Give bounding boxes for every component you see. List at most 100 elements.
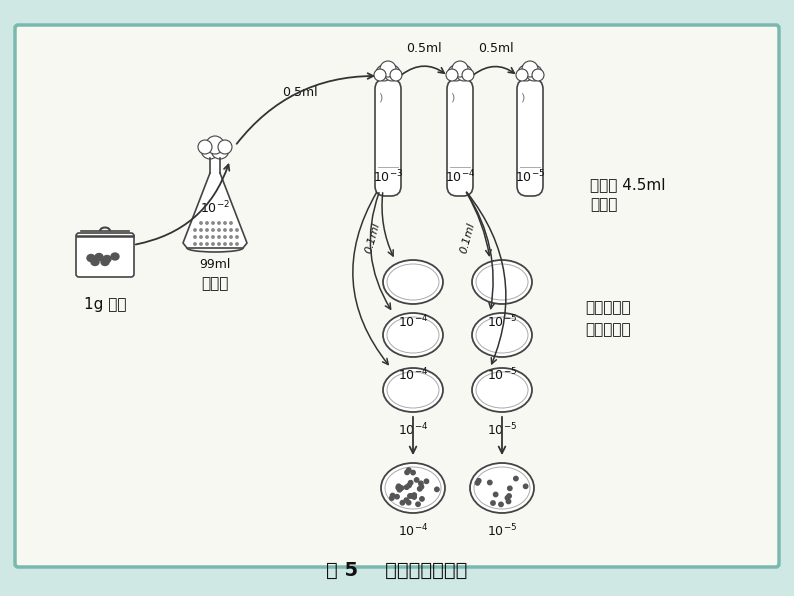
Circle shape (194, 229, 196, 231)
Circle shape (424, 479, 429, 483)
Text: $10^{-5}$: $10^{-5}$ (487, 422, 517, 439)
Circle shape (229, 236, 232, 238)
Text: 0.5ml: 0.5ml (478, 42, 514, 54)
Text: 99ml: 99ml (199, 258, 231, 271)
Ellipse shape (476, 264, 528, 300)
Circle shape (224, 222, 226, 224)
Circle shape (198, 140, 212, 154)
FancyArrowPatch shape (353, 193, 388, 365)
FancyArrowPatch shape (466, 193, 491, 256)
Circle shape (414, 478, 418, 482)
Circle shape (446, 69, 458, 81)
Text: 三个培养皿: 三个培养皿 (585, 322, 630, 337)
Text: 无菌水: 无菌水 (590, 197, 618, 213)
Circle shape (384, 65, 400, 81)
Ellipse shape (101, 259, 109, 265)
Circle shape (407, 468, 411, 472)
Circle shape (376, 65, 392, 81)
Text: $10^{-4}$: $10^{-4}$ (398, 314, 428, 331)
Text: $10^{-4}$: $10^{-4}$ (398, 367, 428, 384)
Text: $10^{-4}$: $10^{-4}$ (398, 523, 428, 539)
Circle shape (409, 493, 413, 498)
Circle shape (448, 65, 464, 81)
Text: 图 5    实验过程示意图: 图 5 实验过程示意图 (326, 560, 468, 579)
Text: 0.5ml: 0.5ml (407, 42, 441, 54)
Circle shape (499, 502, 503, 507)
Ellipse shape (385, 467, 441, 509)
Circle shape (206, 222, 208, 224)
Circle shape (390, 496, 394, 500)
Ellipse shape (474, 467, 530, 509)
Ellipse shape (472, 313, 532, 357)
Ellipse shape (472, 260, 532, 304)
Circle shape (404, 485, 409, 489)
Circle shape (200, 243, 202, 245)
FancyArrowPatch shape (136, 164, 229, 244)
Text: ): ) (520, 93, 524, 103)
Circle shape (407, 483, 411, 488)
Circle shape (229, 229, 232, 231)
Circle shape (374, 69, 386, 81)
Circle shape (396, 484, 401, 489)
Circle shape (206, 236, 208, 238)
Text: $10^{-5}$: $10^{-5}$ (487, 314, 517, 331)
Ellipse shape (383, 313, 443, 357)
Circle shape (456, 65, 472, 81)
Circle shape (405, 470, 409, 474)
Text: $10^{-2}$: $10^{-2}$ (200, 200, 230, 216)
Circle shape (236, 229, 238, 231)
Circle shape (516, 69, 528, 81)
FancyArrowPatch shape (370, 193, 391, 309)
Circle shape (201, 141, 219, 159)
Ellipse shape (470, 463, 534, 513)
Circle shape (200, 236, 202, 238)
Circle shape (416, 502, 420, 507)
Circle shape (507, 486, 512, 491)
FancyArrowPatch shape (237, 73, 373, 144)
Circle shape (200, 222, 202, 224)
Circle shape (491, 501, 495, 505)
Circle shape (206, 136, 224, 154)
Circle shape (218, 140, 232, 154)
FancyBboxPatch shape (375, 79, 401, 196)
Circle shape (507, 494, 511, 498)
FancyBboxPatch shape (76, 233, 134, 277)
Circle shape (200, 229, 202, 231)
Circle shape (493, 492, 498, 496)
Circle shape (476, 479, 481, 483)
Circle shape (452, 61, 468, 77)
Circle shape (212, 236, 214, 238)
FancyArrowPatch shape (499, 417, 505, 453)
Circle shape (380, 61, 396, 77)
Circle shape (523, 484, 528, 489)
Text: 0.5ml: 0.5ml (282, 86, 318, 100)
Circle shape (420, 496, 424, 501)
Circle shape (418, 481, 423, 486)
Polygon shape (210, 158, 220, 173)
Text: ): ) (450, 93, 454, 103)
FancyArrowPatch shape (474, 67, 515, 74)
Circle shape (396, 486, 400, 490)
Circle shape (418, 486, 422, 491)
Circle shape (526, 65, 542, 81)
Ellipse shape (381, 463, 445, 513)
Circle shape (212, 222, 214, 224)
FancyArrowPatch shape (403, 66, 445, 74)
Circle shape (410, 470, 415, 475)
Circle shape (194, 236, 196, 238)
Circle shape (206, 243, 208, 245)
Circle shape (224, 236, 226, 238)
FancyArrowPatch shape (410, 417, 416, 453)
Text: 0.1ml: 0.1ml (364, 221, 382, 254)
Circle shape (488, 480, 492, 485)
Text: 0.1ml: 0.1ml (459, 221, 477, 254)
Circle shape (236, 243, 238, 245)
Text: $10^{-5}$: $10^{-5}$ (515, 169, 545, 185)
Text: $10^{-4}$: $10^{-4}$ (398, 422, 428, 439)
Ellipse shape (387, 372, 439, 408)
Ellipse shape (95, 253, 103, 260)
Circle shape (518, 65, 534, 81)
Circle shape (229, 222, 232, 224)
FancyBboxPatch shape (15, 25, 779, 567)
Circle shape (507, 499, 511, 504)
